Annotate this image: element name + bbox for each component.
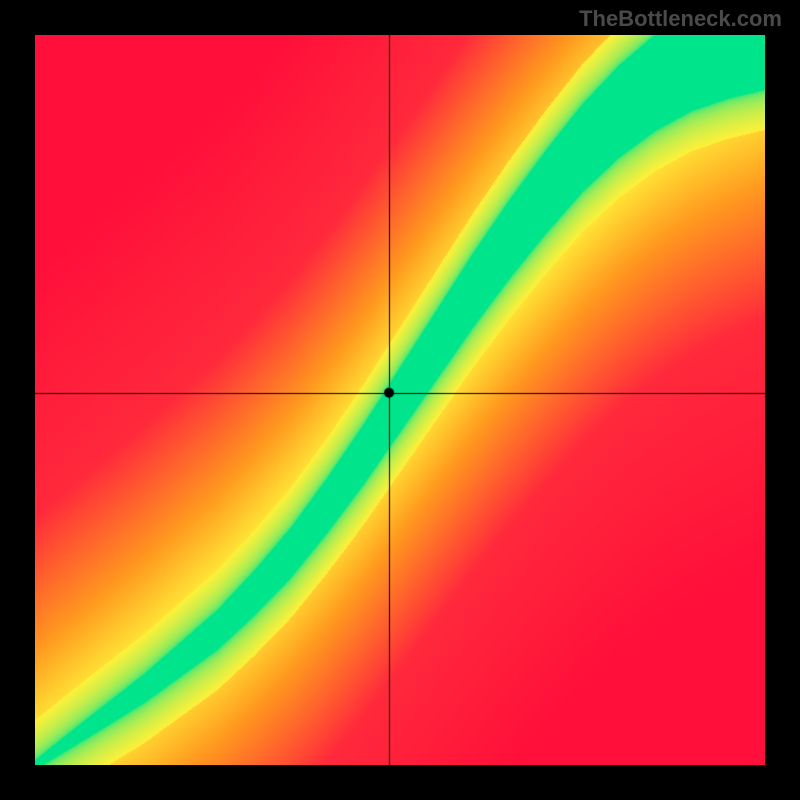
bottleneck-heatmap	[35, 35, 765, 765]
heatmap-canvas	[35, 35, 765, 765]
watermark-text: TheBottleneck.com	[579, 6, 782, 32]
